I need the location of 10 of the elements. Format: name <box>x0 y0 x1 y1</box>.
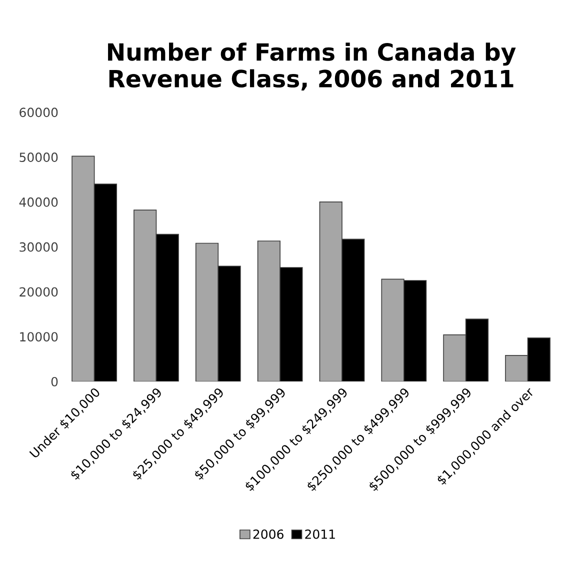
y-tick-label: 40000 <box>19 197 58 207</box>
chart-title: Number of Farms in Canada by Revenue Class, 2006 and 2011 <box>108 42 516 91</box>
legend-label: 2011 <box>305 529 335 539</box>
legend-label: 2006 <box>253 529 284 539</box>
y-tick-label: 30000 <box>20 242 58 252</box>
y-tick-label: 0 <box>51 376 58 386</box>
y-tick-label: 50000 <box>20 152 58 162</box>
y-tick-label: 10000 <box>20 332 58 342</box>
y-tick-label: 20000 <box>20 287 58 297</box>
y-tick-label: 60000 <box>20 108 58 118</box>
